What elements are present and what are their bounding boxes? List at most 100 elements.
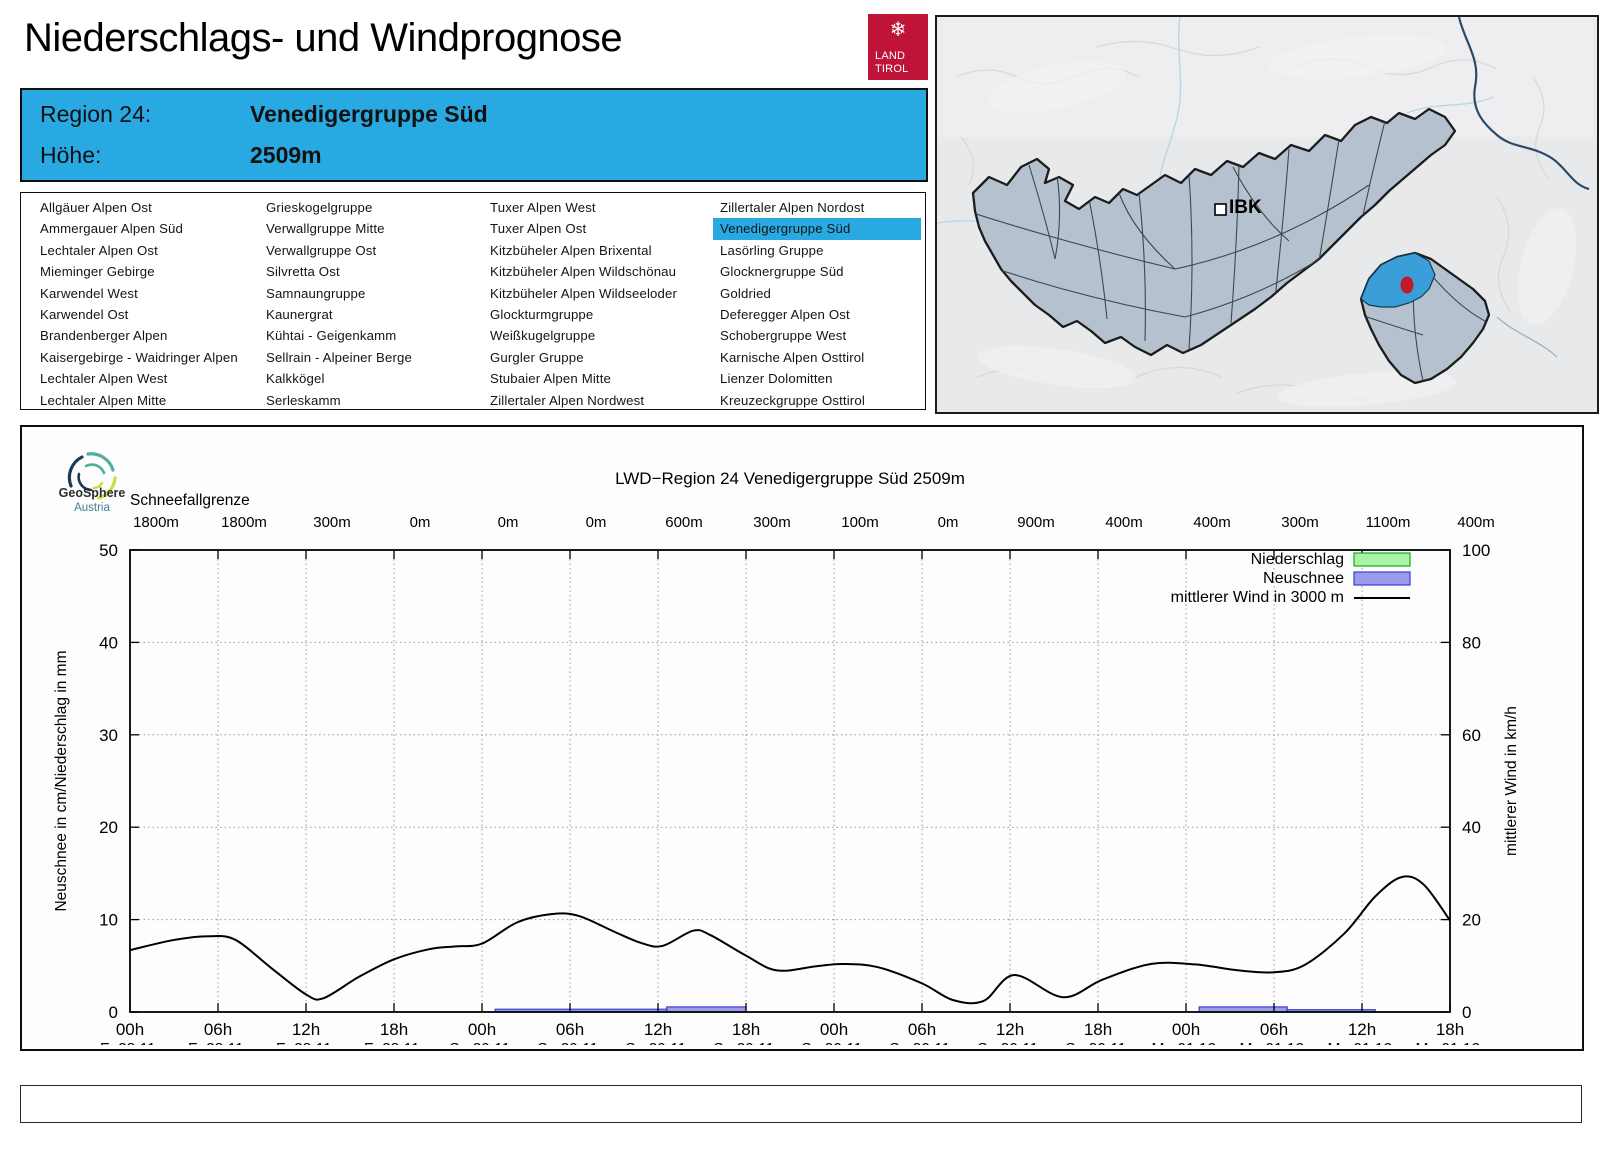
- region-list-item[interactable]: Kühtai - Geigenkamm: [266, 328, 397, 344]
- snowline-value: 300m: [313, 514, 351, 531]
- region-list-item[interactable]: Lechtaler Alpen West: [40, 371, 168, 387]
- forecast-chart: GeoSphere Austria LWD−Region 24 Venedige…: [53, 452, 1520, 1058]
- x-hour-label: 00h: [468, 1020, 496, 1039]
- region-list-item[interactable]: Zillertaler Alpen Nordost: [720, 200, 865, 215]
- x-hour-label: 12h: [1348, 1020, 1376, 1039]
- ibk-label: IBK: [1229, 197, 1262, 218]
- region-list-item[interactable]: Mieminger Gebirge: [40, 264, 155, 280]
- x-hour-label: 06h: [1260, 1020, 1288, 1039]
- chart-title: LWD−Region 24 Venedigergruppe Süd 2509m: [615, 469, 965, 488]
- region-list-item[interactable]: Stubaier Alpen Mitte: [490, 371, 612, 387]
- geosphere-name: GeoSphere: [59, 486, 126, 500]
- right-axis-tick: 20: [1462, 911, 1481, 930]
- region-list-item[interactable]: Serleskamm: [266, 392, 341, 408]
- region-list-item[interactable]: Samnaungruppe: [266, 285, 366, 301]
- selected-region-shape[interactable]: [1360, 252, 1436, 308]
- x-date-label: So,30.11.: [1065, 1041, 1130, 1045]
- brand-text: LAND TIROL: [875, 50, 908, 75]
- x-hour-label: 00h: [820, 1020, 848, 1039]
- region-list-item[interactable]: Tuxer Alpen West: [490, 200, 596, 215]
- geosphere-logo: GeoSphere Austria: [59, 452, 126, 514]
- x-date-label: Mo,01.12.: [1328, 1041, 1397, 1045]
- region-list-item[interactable]: Deferegger Alpen Ost: [720, 306, 850, 322]
- region-list-item[interactable]: Lienzer Dolomitten: [720, 371, 833, 387]
- region-list-item[interactable]: Glocknergruppe Süd: [720, 264, 844, 280]
- right-axis-tick: 0: [1462, 1003, 1471, 1022]
- region-list: Allgäuer Alpen Ost Ammergauer Alpen Süd Le…: [20, 192, 926, 410]
- altitude-row: Höhe: 2509m: [40, 142, 322, 169]
- relief-patches: [977, 34, 1577, 407]
- x-hour-label: 06h: [204, 1020, 232, 1039]
- region-list-item[interactable]: Sellrain - Alpeiner Berge: [266, 349, 412, 365]
- x-hour-label: 06h: [556, 1020, 584, 1039]
- inner-borders: [973, 120, 1386, 350]
- snowline-value: 0m: [498, 514, 519, 531]
- region-list-item[interactable]: Karwendel Ost: [40, 306, 129, 322]
- x-date-label: Fr,28.11.: [364, 1041, 424, 1045]
- region-list-item[interactable]: Ammergauer Alpen Süd: [40, 221, 184, 237]
- x-date-label: Fr,28.11.: [100, 1041, 160, 1045]
- region-list-item[interactable]: Goldried: [720, 285, 772, 301]
- x-date-label: Fr,28.11.: [188, 1041, 248, 1045]
- snowline-value: 1800m: [221, 514, 267, 531]
- region-list-item[interactable]: Kalkkögel: [266, 371, 325, 387]
- east-tirol-region[interactable]: [1359, 251, 1491, 385]
- legend-label: mittlerer Wind in 3000 m: [1171, 589, 1344, 606]
- region-list-item[interactable]: Kitzbüheler Alpen Wildschönau: [490, 264, 677, 280]
- x-hour-label: 00h: [1172, 1020, 1200, 1039]
- region-column-4: Zillertaler Alpen Nordost Venedigergruppe…: [713, 197, 921, 411]
- tirol-map[interactable]: IBK: [935, 15, 1599, 414]
- region-list-item[interactable]: Lasörling Gruppe: [720, 242, 824, 258]
- snowline-value: 600m: [665, 514, 703, 531]
- region-list-item[interactable]: Kitzbüheler Alpen Wildseeloder: [490, 285, 678, 301]
- forecast-chart-panel: GeoSphere Austria LWD−Region 24 Venedige…: [20, 425, 1584, 1058]
- region-list-item[interactable]: Weißkugelgruppe: [490, 328, 596, 344]
- region-list-item[interactable]: Schobergruppe West: [720, 328, 847, 344]
- brand-line1: LAND: [875, 50, 906, 63]
- snowline-value: 300m: [1281, 514, 1319, 531]
- region-list-item[interactable]: Karwendel West: [40, 285, 138, 301]
- region-list-item[interactable]: Grieskogelgruppe: [266, 200, 373, 215]
- x-date-label: Sa,29.11.: [449, 1041, 514, 1045]
- footer-box: [20, 1085, 1582, 1123]
- region-column-2: Grieskogelgruppe Verwallgruppe Mitte Verwa…: [259, 197, 481, 411]
- region-header: Region 24: Venedigergruppe Süd Höhe: 2509m: [20, 88, 928, 182]
- right-axis-tick: 100: [1462, 541, 1490, 560]
- region-list-item[interactable]: Silvretta Ost: [266, 264, 340, 280]
- snowline-value: 0m: [586, 514, 607, 531]
- left-axis-tick: 50: [99, 541, 118, 560]
- region-list-item[interactable]: Kaisergebirge - Waidringer Alpen: [40, 349, 238, 365]
- region-list-item[interactable]: Tuxer Alpen Ost: [490, 221, 587, 237]
- region-list-item[interactable]: Glockturmgruppe: [490, 306, 594, 322]
- north-tirol-region[interactable]: [971, 107, 1457, 357]
- snowline-value: 400m: [1105, 514, 1143, 531]
- region-list-item[interactable]: Venedigergruppe Süd: [713, 218, 921, 240]
- x-hour-label: 00h: [116, 1020, 144, 1039]
- x-hour-label: 18h: [1084, 1020, 1112, 1039]
- altitude-value: 2509m: [250, 142, 322, 168]
- snowline-value: 100m: [841, 514, 879, 531]
- region-list-item[interactable]: Brandenberger Alpen: [40, 328, 168, 344]
- x-date-label: Fr,28.11.: [276, 1041, 336, 1045]
- region-list-item[interactable]: Lechtaler Alpen Ost: [40, 242, 158, 258]
- region-list-item[interactable]: Zillertaler Alpen Nordwest: [490, 392, 645, 408]
- left-axis-label: Neuschnee in cm/Niederschlag in mm: [53, 650, 70, 911]
- region-list-item[interactable]: Kitzbüheler Alpen Brixental: [490, 242, 652, 258]
- region-list-item[interactable]: Karnische Alpen Osttirol: [720, 349, 865, 365]
- right-axis-label: mittlerer Wind in km/h: [1503, 706, 1520, 856]
- x-date-label: So,30.11.: [977, 1041, 1042, 1045]
- legend-swatch: [1353, 552, 1411, 567]
- region-value: Venedigergruppe Süd: [250, 101, 488, 127]
- location-dot: [1400, 276, 1414, 294]
- region-list-item[interactable]: Lechtaler Alpen Mitte: [40, 392, 167, 408]
- region-list-item[interactable]: Verwallgruppe Mitte: [266, 221, 385, 237]
- region-list-item[interactable]: Allgäuer Alpen Ost: [40, 200, 152, 215]
- geosphere-swirl-icon: [67, 452, 117, 500]
- relief-texture: [956, 40, 1550, 400]
- x-date-label: So,30.11.: [889, 1041, 954, 1045]
- left-axis-tick: 30: [99, 726, 118, 745]
- region-list-item[interactable]: Gurgler Gruppe: [490, 349, 584, 365]
- region-list-item[interactable]: Verwallgruppe Ost: [266, 242, 377, 258]
- region-list-item[interactable]: Kaunergrat: [266, 306, 333, 322]
- region-list-item[interactable]: Kreuzeckgruppe Osttirol: [720, 392, 865, 408]
